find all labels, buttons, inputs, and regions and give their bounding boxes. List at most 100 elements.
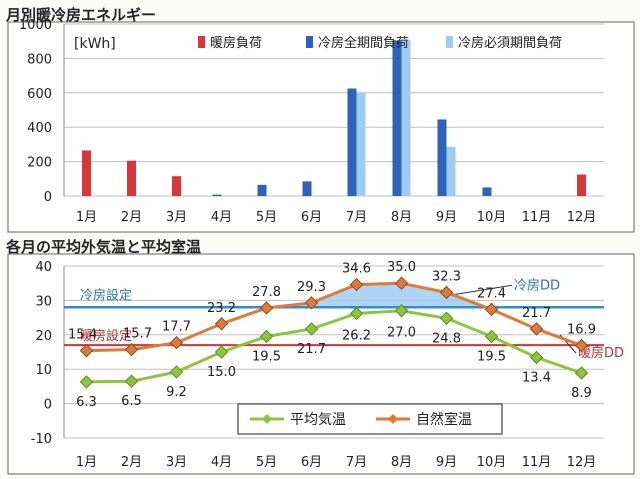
- cooling-dd-pointer: [449, 284, 513, 296]
- outdoor-temp-marker: [214, 345, 229, 359]
- chart2-legend-label: 自然室温: [416, 411, 472, 428]
- chart2-xtick-label: 9月: [436, 455, 457, 470]
- indoor-temp-data-label: 21.7: [522, 306, 551, 321]
- chart1-legend-label: 冷房全期間負荷: [318, 35, 409, 51]
- heating-dd-label: 暖房DD: [578, 345, 624, 361]
- chart2-legend-label: 平均気温: [290, 412, 346, 428]
- indoor-temp-marker: [394, 276, 409, 290]
- outdoor-temp-marker: [484, 329, 499, 344]
- chart1-bar-1: [172, 176, 181, 196]
- chart1-bar-2: [482, 187, 492, 196]
- outdoor-temp-data-label: 21.7: [297, 342, 326, 357]
- chart1-xtick-label: 3月: [166, 210, 187, 225]
- chart1-bar-3: [401, 40, 411, 197]
- indoor-temp-marker: [259, 301, 274, 315]
- chart1-ytick-label: 1000: [19, 18, 52, 33]
- indoor-temp-marker: [529, 322, 544, 336]
- indoor-temp-data-label: 27.4: [477, 286, 506, 301]
- chart2-xtick-label: 7月: [346, 455, 367, 470]
- chart2-ytick-label: -10: [31, 432, 52, 447]
- chart1-ytick-label: 800: [27, 52, 52, 67]
- indoor-temp-data-label: 29.3: [297, 280, 326, 295]
- chart1-bar-2: [302, 181, 312, 196]
- chart1-xtick-label: 12月: [567, 210, 597, 225]
- chart1-bar-1: [82, 150, 91, 196]
- chart2-legend-marker: [388, 414, 398, 424]
- outdoor-temp-data-label: 6.5: [121, 394, 142, 409]
- indoor-temp-data-label: 27.8: [252, 285, 281, 300]
- chart1-bar-2: [212, 194, 222, 196]
- outdoor-temp-marker: [439, 311, 454, 325]
- indoor-temp-marker: [79, 343, 94, 358]
- outdoor-temp-marker: [574, 366, 589, 380]
- indoor-temp-data-label: 17.7: [162, 320, 191, 335]
- chart2-ytick-label: 20: [35, 329, 52, 344]
- outdoor-temp-marker: [124, 374, 139, 388]
- outdoor-temp-data-label: 6.3: [76, 395, 97, 410]
- chart1-legend-swatch: [306, 36, 313, 48]
- chart1-bar-3: [356, 92, 366, 196]
- indoor-temp-line: [86, 281, 583, 353]
- chart1-ytick-label: 200: [27, 156, 52, 171]
- chart1-xtick-label: 2月: [121, 210, 142, 225]
- outdoor-temp-data-label: 26.2: [342, 328, 371, 343]
- chart1-unit-label: [kWh]: [74, 36, 116, 52]
- outdoor-temp-data-label: 8.9: [571, 386, 592, 401]
- outdoor-temp-marker: [169, 365, 184, 379]
- chart2-frame: [7, 253, 635, 475]
- chart1-xtick-label: 11月: [522, 210, 552, 225]
- chart2-ytick-label: 0: [44, 398, 52, 413]
- chart2-xtick-label: 4月: [211, 455, 232, 470]
- energy-bar-chart: 0 200 400 600 800 1000 [kWh] 1月 2月 3月 4月 5月 6月 7月 8月 9月…: [7, 18, 635, 233]
- indoor-temp-data-label: 23.2: [207, 301, 236, 316]
- cooling-dd-label: 冷房DD: [514, 277, 560, 293]
- chart2-xtick-label: 11月: [522, 455, 552, 470]
- chart2-xtick-label: 8月: [391, 455, 412, 470]
- indoor-temp-data-label: 16.9: [567, 322, 596, 337]
- outdoor-temp-line: [86, 309, 582, 384]
- chart1-xtick-label: 5月: [256, 210, 277, 225]
- chart1-legend-swatch: [446, 36, 453, 48]
- chart2-xtick-label: 6月: [301, 455, 322, 470]
- chart1-xtick-label: 1月: [76, 210, 97, 225]
- outdoor-temp-marker: [79, 375, 94, 389]
- outdoor-temp-data-label: 13.4: [522, 371, 551, 386]
- chart1-xtick-label: 7月: [346, 210, 367, 225]
- indoor-temp-marker: [304, 296, 319, 310]
- outdoor-temp-marker: [349, 306, 364, 321]
- chart1-bar-1: [127, 160, 136, 196]
- outdoor-temp-marker: [304, 322, 319, 336]
- chart1-title: 月別暖冷房エネルギー: [6, 6, 157, 24]
- heating-setpoint-label: 暖房設定: [80, 328, 132, 344]
- chart1-xtick-label: 9月: [436, 210, 457, 225]
- chart2-xtick-label: 12月: [567, 455, 597, 470]
- chart2-title: 各月の平均外気温と平均室温: [6, 238, 202, 256]
- chart1-xtick-label: 10月: [477, 210, 507, 225]
- chart1-legend-swatch: [198, 36, 205, 48]
- outdoor-temp-data-label: 15.0: [207, 365, 236, 380]
- chart1-legend-label: 暖房負荷: [210, 35, 262, 51]
- outdoor-temp-marker: [259, 329, 274, 344]
- chart2-xtick-label: 10月: [477, 455, 507, 470]
- chart2-xtick-label: 1月: [76, 455, 97, 470]
- chart1-ytick-label: 600: [27, 87, 52, 102]
- chart1-bar-3: [446, 146, 456, 196]
- chart2-ytick-label: 30: [35, 294, 52, 309]
- indoor-temp-marker: [124, 342, 139, 357]
- outdoor-temp-data-label: 19.5: [477, 350, 506, 365]
- chart2-ytick-label: 10: [35, 363, 52, 378]
- chart2-xtick-label: 2月: [121, 455, 142, 470]
- chart2-legend-marker: [262, 414, 272, 424]
- outdoor-temp-marker: [529, 350, 544, 365]
- chart1-xtick-label: 8月: [391, 210, 412, 225]
- outdoor-temp-data-label: 19.5: [252, 350, 281, 365]
- chart1-bar-2: [392, 40, 402, 197]
- outdoor-temp-data-label: 27.0: [387, 326, 416, 341]
- chart1-bar-2: [347, 88, 357, 196]
- chart2-xtick-label: 5月: [256, 455, 277, 470]
- chart1-ytick-label: 0: [44, 190, 52, 205]
- indoor-temp-data-label: 35.0: [387, 260, 416, 275]
- chart1-bar-1: [577, 174, 586, 196]
- indoor-temp-data-label: 32.3: [432, 269, 461, 284]
